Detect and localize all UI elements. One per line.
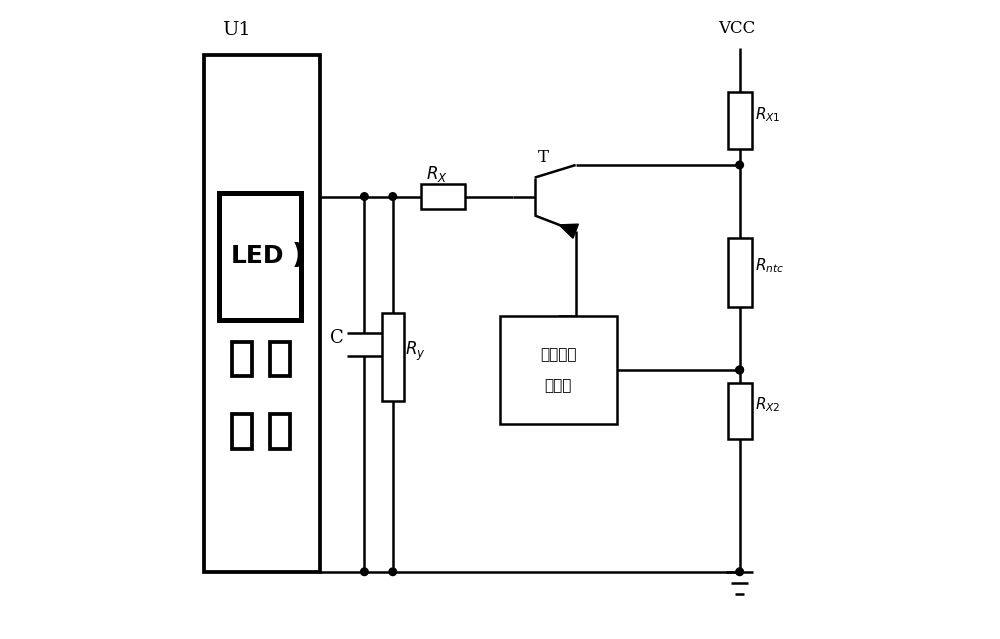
- Polygon shape: [559, 224, 578, 238]
- Bar: [219, 194, 301, 320]
- Circle shape: [736, 161, 743, 169]
- Bar: [204, 54, 320, 572]
- Text: $R_X$: $R_X$: [426, 164, 448, 184]
- Bar: [270, 342, 290, 376]
- Bar: [232, 342, 252, 376]
- Text: $R_{X1}$: $R_{X1}$: [755, 105, 781, 124]
- Circle shape: [736, 366, 743, 374]
- Text: LED: LED: [230, 245, 284, 268]
- Circle shape: [389, 568, 397, 576]
- Text: U1: U1: [223, 21, 251, 39]
- Circle shape: [361, 568, 368, 576]
- Text: $R_{ntc}$: $R_{ntc}$: [755, 256, 785, 275]
- Bar: [728, 383, 752, 440]
- Bar: [232, 414, 252, 449]
- Bar: [421, 184, 465, 209]
- Bar: [728, 93, 752, 150]
- Circle shape: [389, 193, 397, 200]
- Circle shape: [736, 568, 743, 576]
- Text: VCC: VCC: [718, 20, 755, 37]
- Bar: [382, 313, 404, 401]
- Bar: [728, 238, 752, 307]
- Circle shape: [736, 366, 743, 374]
- Text: T: T: [538, 149, 549, 166]
- Text: 比较器: 比较器: [545, 378, 572, 393]
- Text: 滞回电压: 滞回电压: [540, 347, 577, 362]
- Bar: [270, 414, 290, 449]
- Text: $R_{X2}$: $R_{X2}$: [755, 396, 781, 414]
- Text: ): ): [292, 242, 305, 270]
- Circle shape: [361, 193, 368, 200]
- Text: $R_y$: $R_y$: [405, 339, 426, 363]
- Bar: [500, 316, 617, 424]
- Text: C: C: [330, 330, 343, 348]
